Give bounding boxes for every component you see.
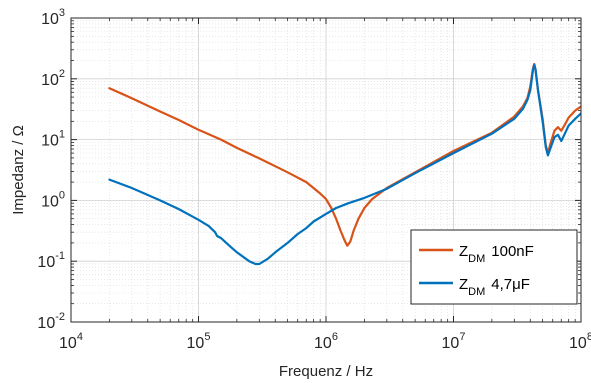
y-tick-label: 10-1 xyxy=(37,250,65,271)
series-layer xyxy=(108,62,581,266)
y-tick-label: 101 xyxy=(41,129,65,150)
x-tick-label: 106 xyxy=(314,331,338,352)
x-tick-label: 105 xyxy=(187,331,211,352)
x-tick-label: 107 xyxy=(442,331,466,352)
y-tick-labels: 10-2 10-1 100 101 102 103 xyxy=(37,7,65,332)
y-axis-label: Impedanz / Ω xyxy=(10,125,27,215)
tick-marks xyxy=(70,17,582,323)
y-tick-label: 102 xyxy=(41,68,65,89)
legend-box xyxy=(410,229,578,305)
x-axis-label: Frequenz / Hz xyxy=(279,363,373,380)
x-tick-label: 104 xyxy=(59,331,83,352)
series-line-2 xyxy=(108,63,581,266)
x-tick-label: 108 xyxy=(569,331,591,352)
y-tick-label: 100 xyxy=(41,189,65,210)
y-tick-label: 103 xyxy=(41,7,65,28)
legend-label-1: ZDM 100nF xyxy=(459,243,534,265)
legend-label-2: ZDM 4,7μF xyxy=(459,276,530,298)
y-tick-label: 10-2 xyxy=(37,311,65,332)
legend: ZDM 100nF ZDM 4,7μF xyxy=(410,229,578,305)
x-tick-labels: 104 105 106 107 108 xyxy=(59,331,591,352)
